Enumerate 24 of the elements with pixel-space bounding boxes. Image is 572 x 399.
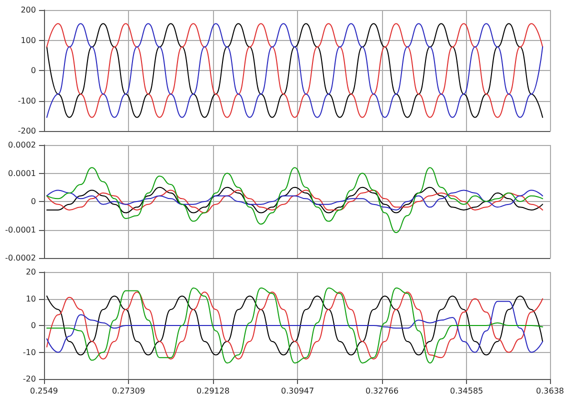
y-tick-label: 100: [20, 36, 36, 45]
y-tick-label: 0.0002: [8, 140, 36, 150]
y-tick-label: 0: [30, 66, 36, 75]
x-tick-label: 0.34585: [450, 386, 484, 396]
line-series: [46, 23, 544, 118]
x-tick-label: 0.3638: [536, 386, 564, 396]
x-tick-label: 0.29128: [196, 386, 230, 396]
x-tick-label: 0.27309: [112, 386, 146, 396]
y-tick-label: 0.0001: [8, 168, 36, 178]
y-tick-label: -0.0001: [5, 225, 36, 234]
y-tick-label: 0: [30, 321, 36, 330]
y-tick-label: -0.0002: [5, 254, 36, 262]
x-tick-label: 0.2549: [30, 386, 58, 396]
y-tick-label: 20: [26, 268, 36, 276]
y-tick-label: -10: [22, 348, 36, 357]
line-series: [46, 167, 544, 234]
y-tick-label: -20: [22, 374, 36, 384]
x-tick-label: 0.30947: [281, 386, 314, 396]
y-tick-label: 0: [30, 197, 36, 206]
y-tick-label: -100: [18, 96, 36, 106]
x-tick-label: 0.32766: [366, 386, 399, 396]
y-tick-label: 10: [26, 294, 36, 304]
y-tick-label: -200: [18, 126, 36, 136]
y-tick-label: 200: [20, 6, 36, 14]
